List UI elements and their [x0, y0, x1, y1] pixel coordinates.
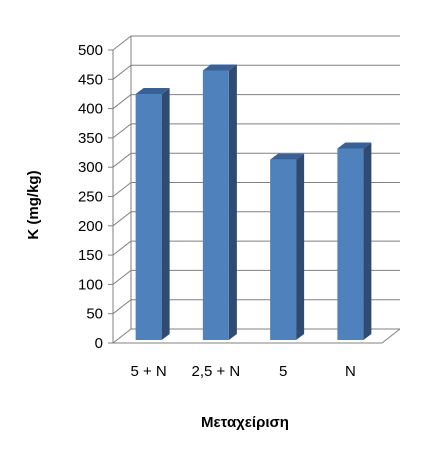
- y-tick-label: 50: [86, 306, 103, 323]
- y-tick-label: 200: [78, 218, 103, 235]
- y-tick-label: 400: [78, 101, 103, 118]
- bar-front: [135, 93, 162, 340]
- gridline: [112, 328, 400, 344]
- y-tick-labels: 0 50 100 150 200 250 300 350 400 450 500: [78, 42, 103, 352]
- gridline: [112, 240, 400, 256]
- x-tick-label: 5 + N: [130, 363, 166, 380]
- gridline: [112, 299, 400, 315]
- bar-side: [228, 64, 237, 340]
- bar-front: [337, 148, 364, 340]
- y-tick-label: 150: [78, 247, 103, 264]
- bar-top: [270, 153, 305, 160]
- gridline: [112, 152, 400, 168]
- bar-top: [337, 142, 372, 149]
- gridlines: [108, 35, 400, 344]
- gridline: [112, 64, 400, 80]
- y-tick-label: 250: [78, 189, 103, 206]
- x-tick-label: 2,5 + N: [191, 363, 240, 380]
- bar-1: [135, 87, 170, 340]
- bar-front: [270, 159, 297, 340]
- bar-side: [296, 153, 305, 340]
- gridline: [112, 94, 400, 109]
- bar-2: [202, 64, 237, 340]
- x-tick-label: 5: [279, 363, 287, 380]
- y-tick-label: 500: [78, 42, 103, 59]
- y-axis-title: K (mg/kg): [25, 170, 42, 239]
- bar-top: [135, 87, 170, 94]
- gridline: [112, 123, 400, 139]
- bar-4: [337, 142, 372, 340]
- gridline: [112, 35, 400, 51]
- gridline: [112, 269, 400, 285]
- x-tick-labels: 5 + N 2,5 + N 5 N: [130, 363, 355, 380]
- bar-top: [202, 64, 237, 71]
- x-tick-label: N: [345, 363, 356, 380]
- y-tick-label: 100: [78, 276, 103, 293]
- y-tick-label: 0: [95, 335, 103, 352]
- bar-side: [363, 142, 372, 340]
- y-tick-label: 450: [78, 71, 103, 88]
- floor-edge: [113, 328, 401, 344]
- bars: [135, 64, 372, 340]
- chart-floor: [113, 328, 401, 344]
- y-tick-label: 300: [78, 159, 103, 176]
- bar-side: [161, 87, 170, 340]
- y-tick-label: 350: [78, 130, 103, 147]
- gridline: [112, 182, 400, 197]
- gridline: [112, 211, 400, 227]
- bar-3: [270, 153, 305, 340]
- bar-front: [202, 70, 229, 340]
- x-axis-title: Μεταχείριση: [201, 414, 289, 431]
